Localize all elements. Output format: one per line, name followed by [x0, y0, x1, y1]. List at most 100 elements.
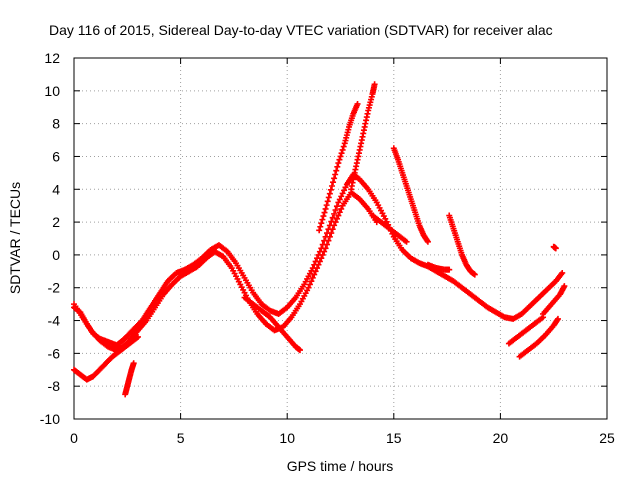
- data-point: [336, 209, 343, 216]
- data-point: [340, 143, 347, 150]
- data-point: [338, 150, 345, 157]
- series-3: [122, 360, 137, 398]
- data-point: [324, 198, 331, 205]
- data-point: [315, 261, 322, 268]
- data-point: [318, 255, 325, 262]
- data-point: [559, 269, 566, 276]
- data-point: [308, 278, 315, 285]
- data-point: [333, 215, 340, 222]
- data-point: [305, 284, 312, 291]
- data-point: [329, 214, 336, 221]
- y-tick-label: -2: [48, 280, 61, 296]
- data-point: [333, 203, 340, 210]
- series-11: [505, 314, 547, 347]
- series-9: [446, 212, 478, 278]
- data-point: [338, 193, 345, 200]
- x-tick-label: 20: [493, 430, 509, 446]
- data-point: [342, 184, 349, 191]
- y-tick-label: -8: [48, 378, 61, 394]
- data-point: [334, 163, 341, 170]
- data-point: [134, 333, 141, 340]
- y-tick-label: 12: [44, 50, 60, 66]
- series-12: [516, 315, 561, 360]
- data-point: [316, 258, 323, 265]
- x-tick-label: 0: [70, 430, 78, 446]
- grid: [74, 58, 607, 419]
- data-point: [312, 268, 319, 275]
- y-tick-label: 4: [52, 181, 60, 197]
- axis-ticks: 0 5 10 15 20 25 -10 -8 -6 -4 -2 0 2 4 6 8 10 12: [40, 50, 615, 446]
- data-point: [561, 283, 568, 290]
- y-tick-label: 10: [44, 83, 60, 99]
- data-point: [446, 266, 453, 273]
- data-point: [296, 347, 303, 354]
- data-point: [323, 202, 330, 209]
- data-point: [321, 248, 328, 255]
- x-tick-label: 10: [279, 430, 295, 446]
- data-point: [337, 153, 344, 160]
- data-point: [335, 160, 342, 167]
- data-point: [332, 207, 339, 214]
- y-tick-label: 0: [52, 247, 60, 263]
- y-tick-label: 6: [52, 148, 60, 164]
- data-point: [331, 210, 338, 217]
- data-point: [326, 190, 333, 197]
- data-point: [382, 215, 389, 222]
- x-tick-label: 15: [386, 430, 402, 446]
- y-tick-label: 8: [52, 116, 60, 132]
- data-point: [322, 205, 329, 212]
- data-point: [331, 175, 338, 182]
- y-tick-label: 2: [52, 214, 60, 230]
- data-point: [133, 334, 140, 341]
- data-point: [554, 315, 561, 322]
- data-point: [329, 226, 336, 233]
- data-point: [318, 220, 325, 227]
- y-tick-label: -10: [40, 411, 60, 427]
- series-13: [540, 283, 568, 317]
- data-point: [314, 265, 321, 272]
- data-point: [319, 216, 326, 223]
- data-point: [316, 227, 323, 234]
- data-point: [336, 196, 343, 203]
- series-10: [424, 261, 453, 273]
- x-tick-label: 5: [177, 430, 185, 446]
- data-point: [328, 182, 335, 189]
- data-point: [326, 233, 333, 240]
- data-point: [332, 219, 339, 226]
- data-point: [552, 245, 559, 252]
- data-point: [332, 171, 339, 178]
- data-point: [471, 271, 478, 278]
- data-point: [327, 186, 334, 193]
- series-7: [390, 145, 431, 245]
- data-point: [339, 146, 346, 153]
- x-axis-label: GPS time / hours: [287, 458, 394, 474]
- series-1: [71, 189, 380, 354]
- data-point: [335, 199, 342, 206]
- data-point: [325, 237, 332, 244]
- plot-frame: [73, 57, 608, 420]
- data-point: [336, 156, 343, 163]
- data-point: [330, 179, 337, 186]
- chart-title: Day 116 of 2015, Sidereal Day-to-day VTE…: [49, 22, 553, 38]
- data-point: [371, 81, 378, 88]
- series-2: [71, 333, 141, 383]
- data-point: [319, 251, 326, 258]
- data-point: [320, 213, 327, 220]
- data-point: [321, 209, 328, 216]
- data-point: [306, 281, 313, 288]
- y-tick-label: -4: [48, 313, 61, 329]
- y-axis-label: SDTVAR / TECUs: [7, 182, 23, 294]
- data-point: [335, 212, 342, 219]
- data-point: [325, 194, 332, 201]
- series-14: [550, 243, 559, 252]
- series-4: [241, 294, 303, 354]
- data-point: [311, 271, 318, 278]
- data-point: [403, 238, 410, 245]
- series-5: [316, 100, 361, 234]
- series-8: [369, 212, 410, 245]
- data-point: [331, 222, 338, 229]
- data-point: [323, 241, 330, 248]
- data-point: [322, 245, 329, 252]
- data-point: [333, 167, 340, 174]
